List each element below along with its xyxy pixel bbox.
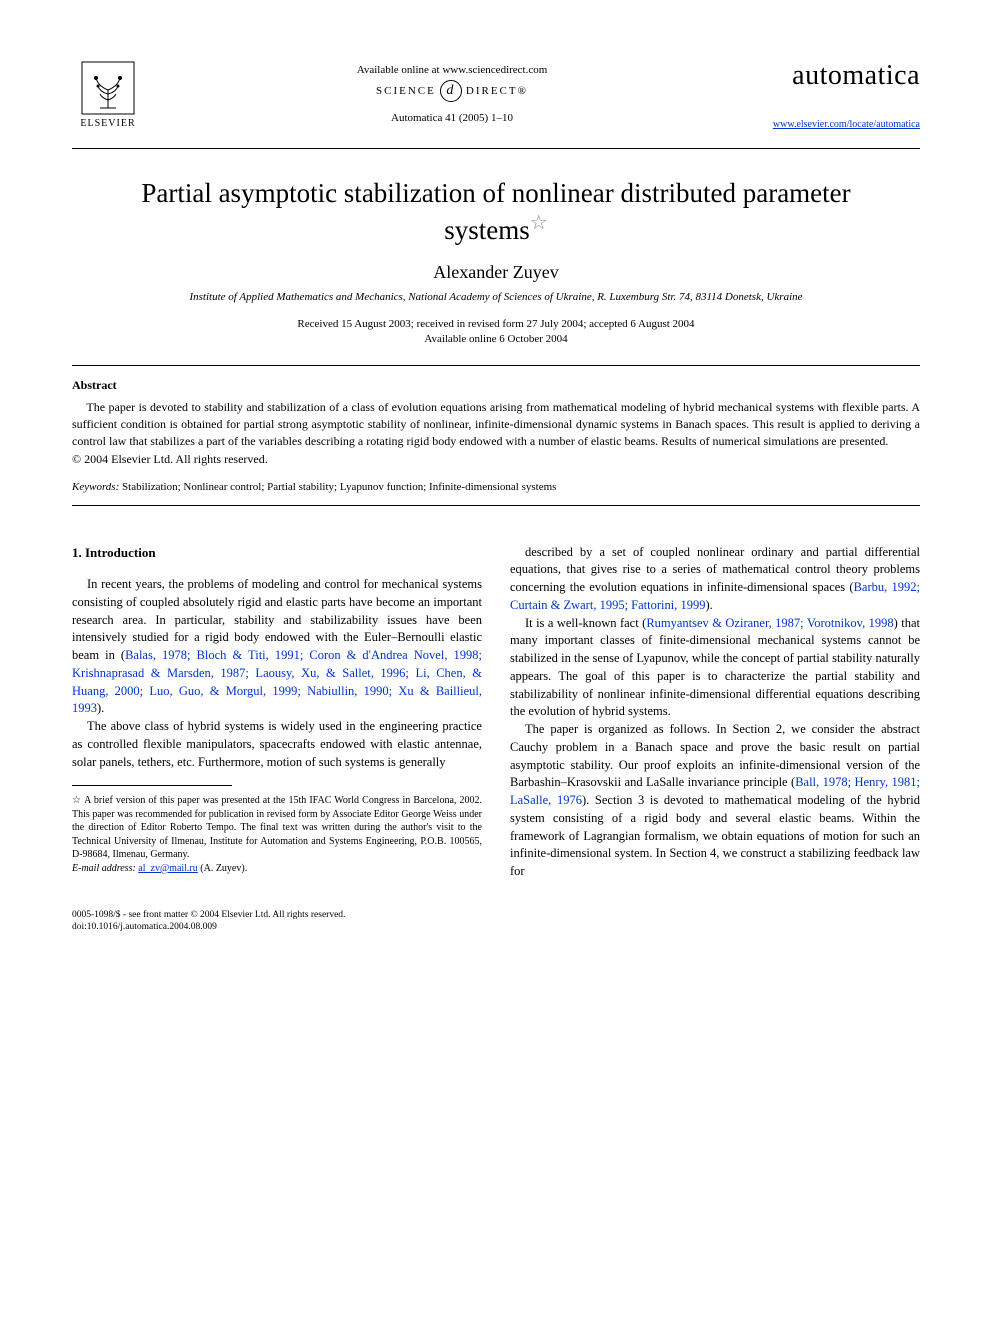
publisher-name: ELSEVIER <box>80 118 135 129</box>
author-email-link[interactable]: al_zv@mail.ru <box>138 863 197 874</box>
journal-title: automatica <box>760 60 920 92</box>
footnote-email: E-mail address: al_zv@mail.ru (A. Zuyev)… <box>72 862 482 876</box>
p4-text-a: It is a well-known fact ( <box>525 616 646 630</box>
citation-line: Automatica 41 (2005) 1–10 <box>144 112 760 124</box>
header-rule <box>72 148 920 149</box>
sd-text-left: SCIENCE <box>376 85 436 97</box>
p3-text-b: ). <box>705 598 712 612</box>
footer-meta: 0005-1098/$ - see front matter © 2004 El… <box>72 909 920 934</box>
title-star-icon: ☆ <box>530 212 548 234</box>
intro-para-1: In recent years, the problems of modelin… <box>72 576 482 718</box>
elsevier-tree-icon <box>80 60 136 116</box>
body-columns: 1. Introduction In recent years, the pro… <box>72 544 920 881</box>
dates-received: Received 15 August 2003; received in rev… <box>72 317 920 332</box>
abstract-body: The paper is devoted to stability and st… <box>72 399 920 449</box>
abstract-rule-bottom <box>72 505 920 506</box>
author-name: Alexander Zuyev <box>72 262 920 283</box>
title-text: Partial asymptotic stabilization of nonl… <box>141 178 850 245</box>
intro-para-2: The above class of hybrid systems is wid… <box>72 718 482 771</box>
available-online-text: Available online at www.sciencedirect.co… <box>144 64 760 76</box>
email-label: E-mail address: <box>72 863 136 874</box>
p4-text-b: ) that many important classes of finite-… <box>510 616 920 719</box>
footnote-star: ☆ A brief version of this paper was pres… <box>72 794 482 862</box>
sciencedirect-logo: SCIENCE d DIRECT® <box>144 80 760 102</box>
header-center: Available online at www.sciencedirect.co… <box>144 60 760 124</box>
footnote-block: ☆ A brief version of this paper was pres… <box>72 794 482 875</box>
sd-text-right: DIRECT® <box>466 85 528 97</box>
article-dates: Received 15 August 2003; received in rev… <box>72 317 920 348</box>
journal-block: automatica www.elsevier.com/locate/autom… <box>760 60 920 132</box>
abstract-heading: Abstract <box>72 378 920 393</box>
p1-text-b: ). <box>97 701 104 715</box>
sd-circle-icon: d <box>440 80 462 102</box>
abstract-copyright: © 2004 Elsevier Ltd. All rights reserved… <box>72 452 920 467</box>
intro-para-3: described by a set of coupled nonlinear … <box>510 544 920 615</box>
dates-online: Available online 6 October 2004 <box>72 332 920 347</box>
footer-issn: 0005-1098/$ - see front matter © 2004 El… <box>72 909 920 921</box>
abstract-rule-top <box>72 365 920 366</box>
email-author-suffix: (A. Zuyev). <box>200 863 247 874</box>
p4-refs[interactable]: Rumyantsev & Oziraner, 1987; Vorotnikov,… <box>646 616 893 630</box>
keywords-label: Keywords: <box>72 481 119 493</box>
intro-para-5: The paper is organized as follows. In Se… <box>510 721 920 881</box>
intro-para-4: It is a well-known fact (Rumyantsev & Oz… <box>510 615 920 722</box>
article-title: Partial asymptotic stabilization of nonl… <box>112 177 880 248</box>
footnote-rule <box>72 785 232 786</box>
keywords-list: Stabilization; Nonlinear control; Partia… <box>122 481 556 493</box>
page-header: ELSEVIER Available online at www.science… <box>72 60 920 140</box>
keywords-line: Keywords: Stabilization; Nonlinear contr… <box>72 481 920 493</box>
journal-link[interactable]: www.elsevier.com/locate/automatica <box>773 119 920 130</box>
p1-refs[interactable]: Balas, 1978; Bloch & Titi, 1991; Coron &… <box>72 648 482 715</box>
footer-doi: doi:10.1016/j.automatica.2004.08.009 <box>72 921 920 933</box>
author-affiliation: Institute of Applied Mathematics and Mec… <box>72 291 920 303</box>
publisher-logo: ELSEVIER <box>72 60 144 140</box>
section-1-heading: 1. Introduction <box>72 544 482 562</box>
